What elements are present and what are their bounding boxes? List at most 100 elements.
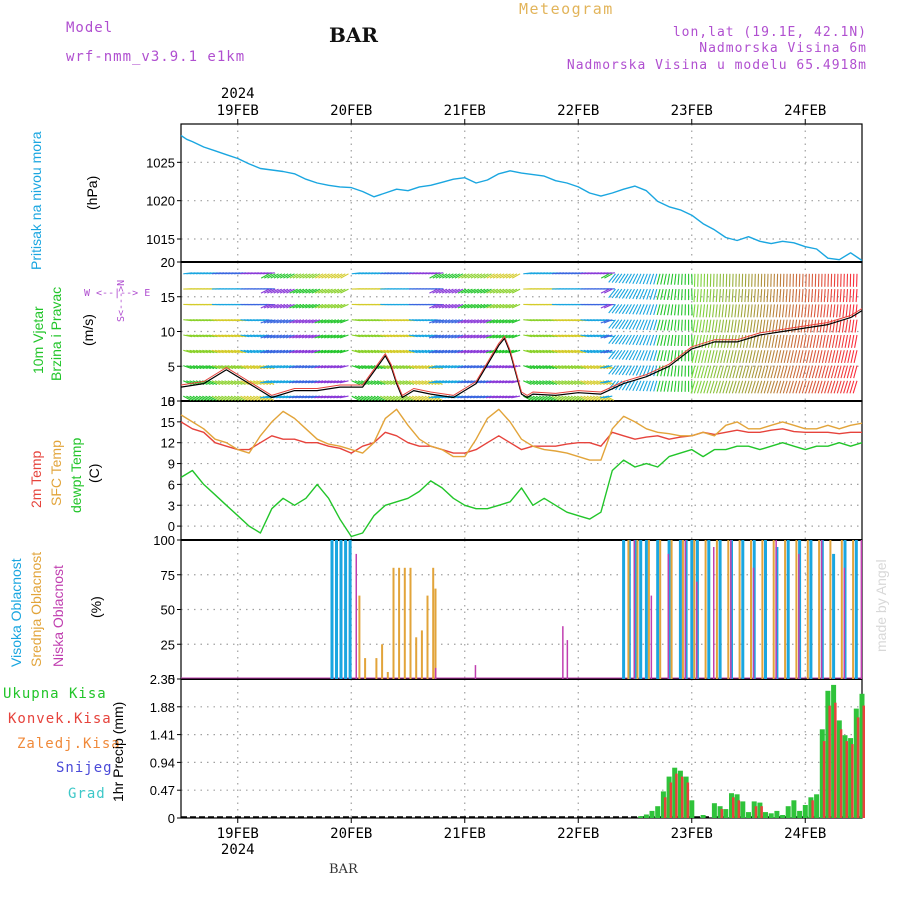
wind-arrow xyxy=(279,303,289,309)
wind-arrow xyxy=(502,273,511,279)
wind-arrow xyxy=(774,350,779,364)
wind-arrow xyxy=(724,319,728,333)
wind-arrow xyxy=(269,349,279,354)
wind-arrow xyxy=(202,334,212,338)
wind-arrow xyxy=(603,380,613,384)
wind-arrow xyxy=(495,365,505,369)
wind-arrow xyxy=(333,349,343,354)
wind-arrow xyxy=(354,380,364,386)
cloud-mid-bar xyxy=(681,540,684,679)
wind-arrow xyxy=(286,288,295,294)
wind-arrow xyxy=(386,349,396,354)
wind-arrow xyxy=(249,365,259,370)
wind-arrow xyxy=(765,334,769,348)
wind-arrow xyxy=(618,380,626,391)
wind-arrow xyxy=(772,289,775,303)
wind-arrow xyxy=(330,319,340,324)
wind-arrow xyxy=(463,303,473,309)
wind-arrow xyxy=(441,334,451,339)
wind-arrow xyxy=(291,395,302,399)
wind-arrow xyxy=(373,365,383,370)
wind-arrow xyxy=(632,334,639,346)
wind-arrow xyxy=(749,319,753,333)
wind-arrow xyxy=(473,349,483,354)
wind-arrow xyxy=(269,334,279,339)
wind-arrow xyxy=(663,334,667,346)
wind-arrow xyxy=(265,272,275,275)
wind-arrow xyxy=(279,365,289,369)
wind-arrow xyxy=(370,395,379,401)
wind-arrow xyxy=(773,380,779,394)
wind-arrow xyxy=(291,380,302,384)
wind-arrow xyxy=(285,380,295,384)
wind-arrow xyxy=(603,349,613,354)
wind-arrow xyxy=(292,303,302,309)
wind-arrow xyxy=(298,334,308,339)
cloud-high-bar xyxy=(344,540,348,679)
wind-arrow xyxy=(373,380,383,386)
wind-arrow xyxy=(604,273,613,279)
wind-arrow xyxy=(852,380,858,394)
temperature-ytick-label: 0 xyxy=(168,519,175,534)
wind-arrow xyxy=(408,395,418,401)
wind-arrow xyxy=(421,380,431,386)
wind-arrow xyxy=(428,349,438,354)
wind-arrow xyxy=(259,395,268,401)
wind-arrow xyxy=(833,380,839,394)
wind-arrow xyxy=(577,395,586,401)
wind-arrow xyxy=(221,334,231,338)
wind-arrow xyxy=(548,349,558,354)
wind-arrow xyxy=(834,365,839,379)
precip-conv-bar xyxy=(760,806,763,818)
wind-arrow xyxy=(705,304,709,318)
wind-arrow xyxy=(545,334,555,338)
wind-arrow xyxy=(611,334,620,345)
bottom-station-label: BAR xyxy=(329,862,358,877)
wind-arrow xyxy=(285,349,295,354)
wind-arrow xyxy=(505,288,515,294)
wind-arrow xyxy=(454,334,464,339)
wind-arrow xyxy=(266,349,276,354)
precipitation-ytick-label: 2.35 xyxy=(150,672,175,687)
wind-arrow xyxy=(523,334,533,338)
sfc-temp-line xyxy=(180,408,863,461)
wind-arrow xyxy=(249,349,259,354)
wind-arrow xyxy=(577,380,586,386)
wind-arrow xyxy=(230,365,240,370)
wind-arrow xyxy=(844,334,849,348)
cloud-mid-bar xyxy=(392,567,395,679)
bottom-year-label: 2024 xyxy=(221,842,255,858)
wind-arrow xyxy=(295,380,305,384)
wind-arrow xyxy=(301,303,311,309)
wind-arrow xyxy=(295,395,305,399)
wind-arrow xyxy=(205,334,215,338)
wind-arrow xyxy=(667,289,671,300)
wind-arrow xyxy=(738,365,744,379)
cloud-high-bar xyxy=(741,540,745,679)
bottom-date-label: 24FEB xyxy=(784,826,826,842)
wind-arrow xyxy=(221,365,231,370)
precip-conv-bar xyxy=(737,800,741,818)
wind-arrow xyxy=(677,289,680,301)
wind-arrow xyxy=(396,365,405,370)
wind-arrow xyxy=(542,395,551,401)
wind-arrow xyxy=(849,380,855,394)
wind-arrow xyxy=(424,365,434,370)
wind-arrow xyxy=(395,380,405,386)
wind-arrow xyxy=(691,365,696,379)
wind-arrow xyxy=(370,349,380,354)
wind-arrow xyxy=(739,350,744,364)
wind-arrow xyxy=(508,273,518,279)
wind-arrow xyxy=(317,380,327,384)
wind-arrow xyxy=(444,303,454,309)
wind-arrow xyxy=(435,349,445,354)
wind-arrow xyxy=(314,395,324,399)
wind-arrow xyxy=(501,380,511,384)
wind-arrow xyxy=(237,349,247,354)
wind-arrow xyxy=(663,288,667,301)
wind-arrow xyxy=(642,273,648,285)
precip-total-bar xyxy=(814,794,820,818)
wind-arrow xyxy=(211,395,221,401)
precip-total-bar xyxy=(763,812,768,818)
wind-arrow xyxy=(211,334,221,338)
